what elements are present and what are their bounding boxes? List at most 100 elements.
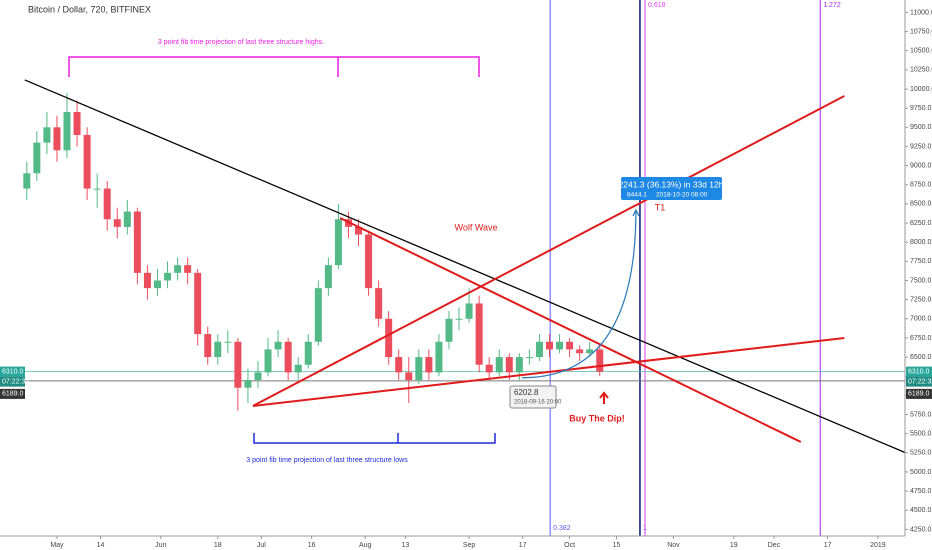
candle-body — [264, 349, 272, 373]
candle-body — [334, 219, 342, 266]
candle-body — [525, 357, 533, 359]
fib-label: 0.618 — [648, 2, 666, 9]
candle-body — [113, 219, 121, 227]
lows-bracket — [253, 433, 496, 444]
y-tick-label: 8750.0 — [910, 182, 932, 189]
level-label: 6189.0 — [2, 391, 24, 398]
point-date: 2018-09-16 20:00 — [514, 400, 562, 406]
countdown-label: 07:22:32 — [2, 378, 29, 385]
target-label: T1 — [655, 202, 666, 212]
candle-body — [445, 318, 453, 342]
x-tick-label: 17 — [824, 542, 832, 549]
candle-body — [194, 272, 202, 335]
y-tick-label: 10000.0 — [910, 86, 932, 93]
x-tick-label: 19 — [730, 542, 738, 549]
y-tick-label: 7500.0 — [910, 277, 932, 284]
point-box — [509, 385, 557, 409]
x-tick-label: Sep — [463, 542, 476, 549]
y-tick-label: 11000.0 — [910, 9, 932, 16]
measure-text: 2241.3 (36.13%) in 33d 12h — [619, 179, 724, 189]
candle-body — [304, 341, 312, 365]
y-tick-label: 7000.0 — [910, 316, 932, 323]
candle-body — [73, 111, 81, 135]
candle-body — [174, 265, 182, 273]
candle-body — [475, 303, 483, 365]
candle-body — [33, 142, 41, 174]
projection-arrowhead — [632, 208, 640, 217]
last-price-box — [906, 366, 932, 377]
y-tick-label: 10750.0 — [910, 28, 932, 35]
candle-body — [535, 341, 543, 358]
candle-body — [324, 265, 332, 289]
candle-body — [485, 364, 493, 373]
trend-line — [339, 217, 802, 443]
y-tick-label: 6500.0 — [910, 354, 932, 361]
point-price: 6202.8 — [514, 388, 539, 397]
trend-line — [252, 95, 845, 407]
lows-note: 3 point fib time projection of last thre… — [246, 457, 408, 464]
candle-body — [415, 357, 423, 381]
trend-line — [24, 79, 905, 453]
x-tick-label: Dec — [768, 542, 781, 549]
buy-label: Buy The Dip! — [569, 413, 625, 423]
x-tick-label: Jun — [155, 542, 166, 549]
candle-body — [455, 318, 463, 320]
candle-body — [184, 265, 192, 273]
candle-body — [123, 211, 131, 227]
x-tick-label: 2019 — [870, 542, 886, 549]
candle-body — [43, 127, 51, 143]
y-tick-label: 9500.0 — [910, 124, 932, 131]
x-tick-label: 14 — [97, 542, 105, 549]
y-tick-label: 5250.0 — [910, 450, 932, 457]
candle-body — [495, 357, 503, 373]
y-tick-label: 9000.0 — [910, 162, 932, 169]
y-tick-label: 4500.0 — [910, 507, 932, 514]
candle-body — [314, 288, 322, 342]
last-price-box — [0, 366, 25, 377]
x-tick-label: May — [50, 542, 64, 549]
x-tick-label: 18 — [214, 542, 222, 549]
countdown-box — [906, 376, 932, 387]
x-tick-label: Oct — [564, 542, 575, 549]
candle-body — [515, 357, 523, 373]
level-box — [0, 388, 25, 399]
candle-body — [83, 134, 91, 189]
candle-body — [103, 188, 111, 220]
fib-label: 1.272 — [823, 2, 841, 9]
x-tick-label: Aug — [359, 542, 372, 549]
level-label: 6189.0 — [908, 391, 930, 398]
measure-price: 8444.1 — [627, 192, 647, 199]
x-tick-label: Nov — [667, 542, 680, 549]
candle-body — [284, 341, 292, 373]
candle-body — [63, 111, 71, 151]
y-tick-label: 5000.0 — [910, 469, 932, 476]
candle-body — [23, 173, 31, 189]
candle-body — [204, 334, 212, 358]
y-tick-label: 5500.0 — [910, 431, 932, 438]
candle-body — [546, 341, 554, 350]
y-tick-label: 8000.0 — [910, 239, 932, 246]
candle-body — [254, 372, 262, 381]
candle-body — [164, 272, 172, 281]
candle-body — [465, 303, 473, 319]
candle-body — [355, 226, 363, 235]
highs-note: 3 point fib time projection of last thre… — [158, 39, 324, 46]
candle-body — [395, 357, 403, 373]
y-tick-label: 8250.0 — [910, 220, 932, 227]
candle-body — [576, 349, 584, 354]
x-tick-label: 15 — [613, 542, 621, 549]
projection-arc — [522, 209, 637, 379]
candle-body — [53, 127, 61, 151]
candle-body — [505, 357, 513, 373]
candle-body — [234, 341, 242, 388]
x-tick-label: 17 — [519, 542, 527, 549]
candle-body — [435, 341, 443, 373]
candle-body — [375, 288, 383, 319]
candle-body — [133, 211, 141, 273]
candle-body — [143, 272, 151, 289]
fib-label: 0.382 — [553, 525, 571, 532]
candle-body — [224, 341, 232, 343]
candle-body — [153, 280, 161, 289]
